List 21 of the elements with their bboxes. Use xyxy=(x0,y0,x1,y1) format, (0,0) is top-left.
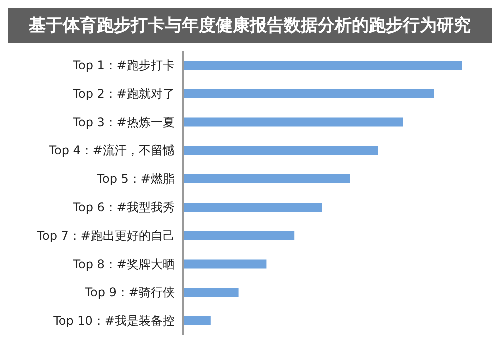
y-tick-label: Top 3：#热炼一夏 xyxy=(72,115,175,130)
y-tick-label: Top 2：#跑就对了 xyxy=(72,86,175,101)
bar xyxy=(183,288,239,298)
bar xyxy=(183,118,404,127)
bar xyxy=(183,60,462,70)
bar xyxy=(183,260,267,269)
bar xyxy=(183,174,350,184)
y-tick-label: Top 10：#我是装备控 xyxy=(52,314,175,328)
bar xyxy=(183,146,378,156)
chart-title: 基于体育跑步打卡与年度健康报告数据分析的跑步行为研究 xyxy=(8,8,492,43)
y-tick-label: Top 1：#跑步打卡 xyxy=(72,58,175,72)
y-tick-label: Top 8：#奖牌大晒 xyxy=(72,257,175,272)
y-tick-label: Top 4：#流汗，不留憾 xyxy=(48,144,175,158)
bar xyxy=(183,231,295,240)
bar xyxy=(183,89,434,98)
y-tick-label: Top 9：#骑行侠 xyxy=(84,286,175,300)
y-tick-label: Top 7：#跑出更好的自己 xyxy=(36,228,175,243)
bar xyxy=(183,202,322,212)
bar xyxy=(183,316,211,326)
y-tick-label: Top 6：#我型我秀 xyxy=(72,200,175,214)
y-tick-label: Top 5：#燃脂 xyxy=(96,172,175,186)
